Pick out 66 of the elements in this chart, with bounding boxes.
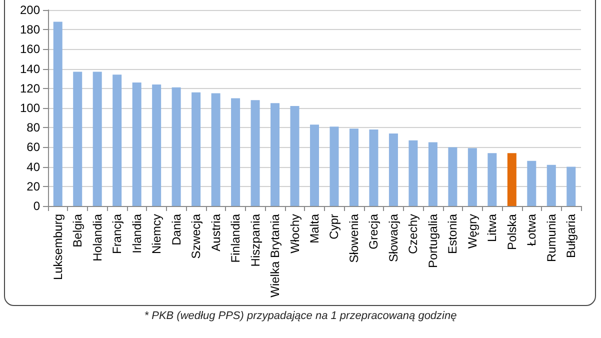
x-tick-label: Niemcy xyxy=(150,214,164,254)
x-tick-label: Rumunia xyxy=(544,214,558,262)
bar xyxy=(546,164,556,206)
x-tick-label: Łotwa xyxy=(524,214,539,246)
bar xyxy=(488,153,497,206)
x-tick-label: Malta xyxy=(308,214,322,244)
bar xyxy=(527,160,536,206)
x-tick-label: Słowenia xyxy=(346,214,361,263)
bar xyxy=(428,142,438,206)
x-tick-label: Grecja xyxy=(366,214,381,250)
x-tick-label: Finlandia xyxy=(228,214,243,263)
x-tick-label: Słowacja xyxy=(386,214,400,262)
x-tick-label: Szwecja xyxy=(189,214,204,259)
bar xyxy=(53,22,62,206)
x-tick-label: Hiszpania xyxy=(248,214,262,267)
x-tick-label: Węgry xyxy=(465,214,480,249)
bar xyxy=(507,153,516,206)
bar xyxy=(388,133,398,206)
bar xyxy=(172,87,181,206)
x-tick-label: Litwa xyxy=(485,214,500,242)
y-tick-label: 100 xyxy=(20,101,40,115)
x-tick-label: Austria xyxy=(208,214,223,252)
y-tick-label: 20 xyxy=(26,179,40,194)
bar xyxy=(566,166,576,206)
bar xyxy=(92,72,102,206)
bar xyxy=(192,92,201,206)
x-tick-label: Irlandia xyxy=(130,214,144,254)
bar xyxy=(250,100,260,206)
y-tick-label: 200 xyxy=(20,3,40,17)
bar xyxy=(369,130,378,206)
y-tick-label: 60 xyxy=(26,140,40,154)
y-tick-label: 80 xyxy=(26,120,40,135)
bar xyxy=(330,126,339,206)
bar xyxy=(468,148,477,206)
x-tick-label: Luksemburg xyxy=(50,214,65,280)
x-tick-label: Wielka Brytania xyxy=(268,214,282,298)
x-tick-label: Czechy xyxy=(406,214,420,254)
y-tick-label: 40 xyxy=(26,160,40,174)
y-tick-label: 140 xyxy=(20,62,40,76)
bar xyxy=(290,106,300,206)
bar xyxy=(448,147,458,206)
x-tick-label: Włochy xyxy=(288,214,302,254)
bar xyxy=(112,74,122,206)
bar xyxy=(349,128,358,206)
bar xyxy=(270,103,280,206)
y-tick-label: 160 xyxy=(20,42,40,56)
x-tick-label: Holandia xyxy=(90,214,104,262)
x-tick-label: Cypr xyxy=(327,214,342,240)
bar xyxy=(132,82,142,206)
bar xyxy=(310,124,319,206)
y-tick-label: 0 xyxy=(33,199,40,213)
text: * PKB (według PPS) przypadające na 1 przepracowaną godzinę xyxy=(143,310,458,322)
x-tick-label: Francja xyxy=(110,214,124,254)
bar xyxy=(152,84,162,206)
x-tick-label: Dania xyxy=(169,214,184,246)
x-tick-label: Polska xyxy=(504,214,519,250)
x-tick-label: Estonia xyxy=(446,214,460,254)
y-tick-label: 180 xyxy=(20,22,40,37)
x-tick-label: Portugalia xyxy=(426,214,440,268)
bar xyxy=(408,140,418,206)
x-tick-label: Bułgaria xyxy=(564,214,578,258)
bar xyxy=(231,98,240,206)
y-tick-label: 120 xyxy=(20,81,40,96)
x-tick-label: Belgia xyxy=(70,214,85,248)
bar xyxy=(73,72,82,206)
bar xyxy=(211,93,220,206)
